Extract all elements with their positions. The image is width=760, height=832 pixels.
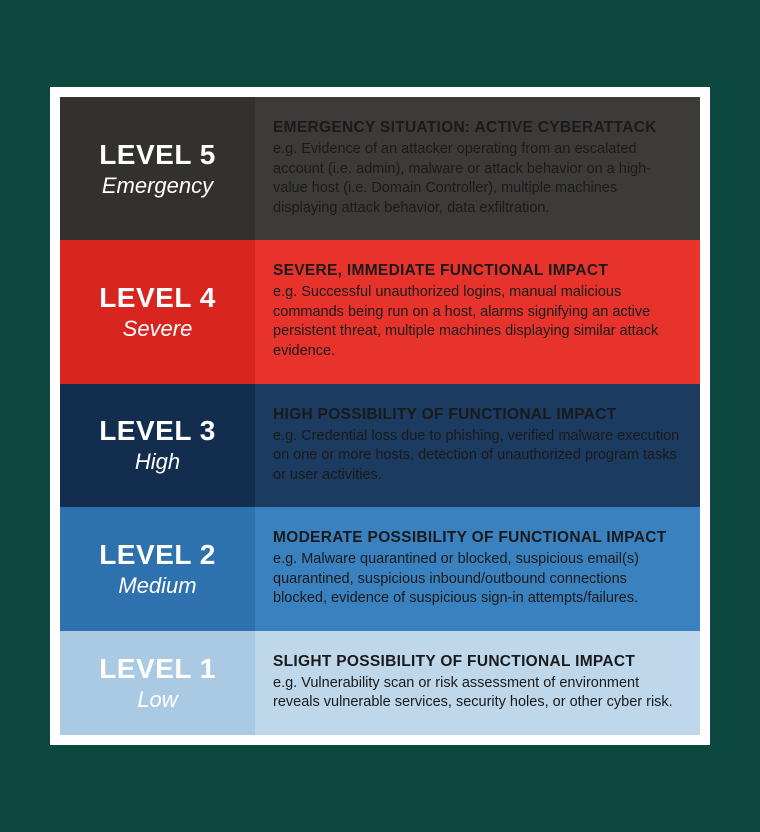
level-right-1: SLIGHT POSSIBILITY OF FUNCTIONAL IMPACT …: [255, 631, 700, 735]
level-left-4: LEVEL 4 Severe: [60, 240, 255, 383]
level-heading: MODERATE POSSIBILITY OF FUNCTIONAL IMPAC…: [273, 529, 682, 547]
level-right-2: MODERATE POSSIBILITY OF FUNCTIONAL IMPAC…: [255, 507, 700, 631]
level-title: LEVEL 3: [99, 415, 216, 447]
level-row-3: LEVEL 3 High HIGH POSSIBILITY OF FUNCTIO…: [60, 384, 700, 508]
level-body: e.g. Vulnerability scan or risk assessme…: [273, 674, 682, 713]
level-left-5: LEVEL 5 Emergency: [60, 97, 255, 240]
level-subtitle: Low: [137, 687, 177, 713]
level-body: e.g. Malware quarantined or blocked, sus…: [273, 550, 682, 609]
level-subtitle: High: [135, 449, 180, 475]
level-left-3: LEVEL 3 High: [60, 384, 255, 508]
level-row-5: LEVEL 5 Emergency EMERGENCY SITUATION: A…: [60, 97, 700, 240]
level-right-3: HIGH POSSIBILITY OF FUNCTIONAL IMPACT e.…: [255, 384, 700, 508]
level-right-4: SEVERE, IMMEDIATE FUNCTIONAL IMPACT e.g.…: [255, 240, 700, 383]
level-title: LEVEL 5: [99, 139, 216, 171]
level-left-1: LEVEL 1 Low: [60, 631, 255, 735]
level-body: e.g. Successful unauthorized logins, man…: [273, 283, 682, 361]
level-heading: EMERGENCY SITUATION: ACTIVE CYBERATTACK: [273, 119, 682, 137]
level-subtitle: Medium: [118, 573, 196, 599]
level-title: LEVEL 2: [99, 539, 216, 571]
level-row-1: LEVEL 1 Low SLIGHT POSSIBILITY OF FUNCTI…: [60, 631, 700, 735]
level-row-4: LEVEL 4 Severe SEVERE, IMMEDIATE FUNCTIO…: [60, 240, 700, 383]
level-subtitle: Severe: [123, 316, 193, 342]
level-right-5: EMERGENCY SITUATION: ACTIVE CYBERATTACK …: [255, 97, 700, 240]
level-heading: SLIGHT POSSIBILITY OF FUNCTIONAL IMPACT: [273, 653, 682, 671]
level-left-2: LEVEL 2 Medium: [60, 507, 255, 631]
level-row-2: LEVEL 2 Medium MODERATE POSSIBILITY OF F…: [60, 507, 700, 631]
level-title: LEVEL 4: [99, 282, 216, 314]
level-subtitle: Emergency: [102, 173, 213, 199]
severity-levels-chart: LEVEL 5 Emergency EMERGENCY SITUATION: A…: [50, 87, 710, 745]
level-heading: HIGH POSSIBILITY OF FUNCTIONAL IMPACT: [273, 406, 682, 424]
level-heading: SEVERE, IMMEDIATE FUNCTIONAL IMPACT: [273, 262, 682, 280]
level-title: LEVEL 1: [99, 653, 216, 685]
level-body: e.g. Evidence of an attacker operating f…: [273, 140, 682, 218]
level-body: e.g. Credential loss due to phishing, ve…: [273, 427, 682, 486]
